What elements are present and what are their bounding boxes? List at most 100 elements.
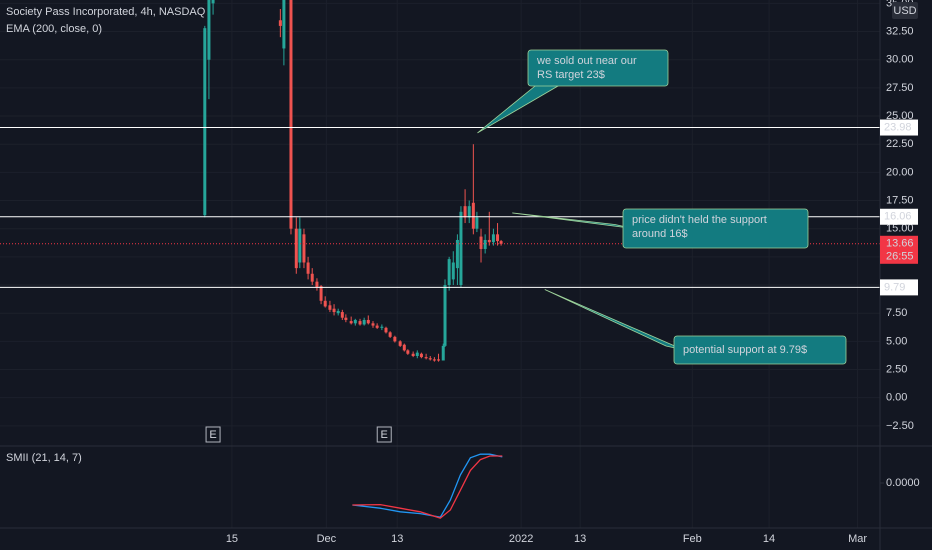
level-badge — [880, 279, 918, 296]
last-price-badge — [880, 235, 918, 264]
candle-body — [366, 319, 370, 324]
candle-body — [415, 352, 419, 356]
candle-body — [298, 228, 302, 263]
candle-body — [384, 327, 388, 333]
y-tick-label: 32.50 — [886, 25, 914, 37]
callout-box — [622, 208, 809, 249]
candle-body — [441, 345, 445, 361]
x-tick-label: Feb — [683, 533, 702, 545]
candle-body — [282, 0, 286, 49]
y-tick-label: 15.00 — [886, 223, 914, 235]
candle-body — [375, 325, 379, 328]
callout-box — [673, 335, 847, 365]
y-tick-label: 25.00 — [886, 110, 914, 122]
axes: −2.500.002.505.007.5010.0012.5015.0017.5… — [6, 0, 920, 545]
candle-body — [332, 308, 336, 313]
level-badge — [880, 119, 918, 136]
candle-body — [319, 286, 323, 301]
x-tick-label: Mar — [848, 533, 867, 545]
currency-label[interactable]: USD — [893, 5, 916, 17]
candle-body — [402, 344, 406, 351]
candle-body — [467, 206, 471, 218]
candle-body — [499, 241, 503, 244]
event-label: E — [381, 429, 388, 441]
callout-text: potential support at 9.79$ — [683, 344, 807, 356]
price-pane — [203, 0, 503, 362]
candle-body — [336, 310, 340, 314]
y-tick-label: 30.00 — [886, 54, 914, 66]
candle-body — [411, 353, 415, 356]
indicator-title: SMII (21, 14, 7) — [6, 452, 82, 464]
level-label: 23.98 — [884, 121, 912, 133]
callout-text: we sold out near our — [536, 55, 637, 67]
callout-text: around 16$ — [632, 228, 688, 240]
x-tick-label: Dec — [317, 533, 337, 545]
indicator-pane — [352, 453, 503, 519]
candle-body — [419, 353, 423, 358]
y-tick-label: 2.50 — [886, 363, 907, 375]
candle-body — [428, 358, 432, 360]
level-label: 16.06 — [884, 211, 912, 223]
overlay: we sold out near our RS target 23$ price d… — [0, 49, 880, 443]
x-tick-label: 13 — [391, 533, 403, 545]
y-tick-label: 27.50 — [886, 82, 914, 94]
callout-text: price didn't held the support — [632, 214, 767, 226]
candle-body — [302, 234, 306, 263]
candle-body — [315, 281, 319, 288]
candle-body — [289, 0, 293, 229]
countdown-label: 26:55 — [886, 251, 914, 263]
candle-body — [483, 239, 487, 249]
callout-text: RS target 23$ — [537, 69, 605, 81]
event-label: E — [209, 429, 216, 441]
x-tick-label: 2022 — [509, 533, 533, 545]
candle-body — [479, 236, 483, 249]
candle-body — [424, 357, 428, 359]
y-tick-label: 20.00 — [886, 166, 914, 178]
symbol-title: Society Pass Incorporated, 4h, NASDAQ — [6, 6, 206, 18]
currency-badge[interactable] — [892, 2, 918, 19]
y-tick-label: 17.50 — [886, 194, 914, 206]
candle-body — [358, 321, 362, 325]
level-label: 9.79 — [884, 281, 905, 293]
candle-body — [294, 228, 298, 269]
candle-body — [340, 312, 344, 318]
candle-body — [362, 319, 366, 325]
candle-body — [437, 359, 441, 361]
x-tick-label: 13 — [574, 533, 586, 545]
candle-body — [380, 326, 384, 328]
candle-body — [211, 0, 215, 4]
level-badge — [880, 208, 918, 225]
candle-body — [393, 336, 397, 342]
indicator-line — [352, 453, 503, 518]
candle-body — [388, 332, 392, 337]
candle-body — [432, 359, 436, 361]
candle-body — [459, 211, 463, 286]
candle-body — [203, 28, 207, 216]
candle-body — [471, 202, 475, 229]
candle-body — [447, 259, 451, 286]
candle-body — [323, 300, 327, 307]
candle-body — [475, 217, 479, 229]
y-tick-label: −2.50 — [886, 420, 914, 432]
candle-body — [443, 285, 447, 346]
candle-body — [463, 206, 467, 218]
candle-body — [487, 239, 491, 243]
y-tick-label: 22.50 — [886, 138, 914, 150]
callout-box — [527, 49, 669, 87]
event-marker[interactable] — [376, 426, 392, 443]
y-tick-label: 7.50 — [886, 307, 907, 319]
y-tick-label: 5.00 — [886, 335, 907, 347]
candle-body — [353, 319, 357, 324]
candle-body — [306, 262, 310, 274]
candle-body — [496, 234, 500, 242]
candle-body — [349, 321, 353, 324]
candle-body — [491, 234, 495, 243]
event-marker[interactable] — [205, 426, 221, 443]
last-price-label: 13.66 — [886, 238, 914, 250]
candle-body — [207, 0, 211, 60]
candle-body — [328, 305, 332, 310]
x-tick-label: 15 — [226, 533, 238, 545]
candle-body — [451, 262, 455, 280]
